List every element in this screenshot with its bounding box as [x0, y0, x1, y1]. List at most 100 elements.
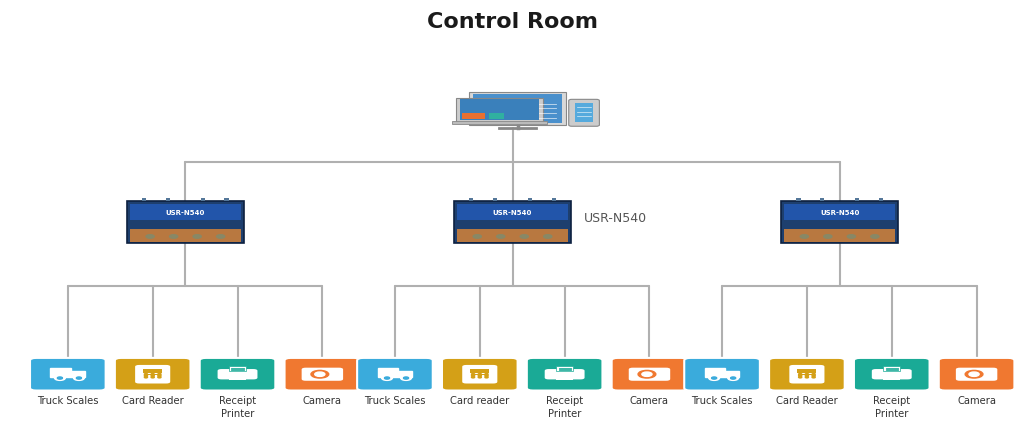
FancyBboxPatch shape: [229, 377, 246, 381]
FancyBboxPatch shape: [324, 368, 341, 373]
Circle shape: [798, 375, 802, 377]
Text: Camera: Camera: [630, 396, 669, 406]
FancyBboxPatch shape: [127, 201, 244, 243]
Circle shape: [151, 375, 154, 377]
Circle shape: [520, 235, 528, 238]
Circle shape: [404, 377, 409, 379]
Text: Camera: Camera: [302, 396, 342, 406]
FancyBboxPatch shape: [556, 377, 573, 381]
Circle shape: [731, 377, 736, 379]
FancyBboxPatch shape: [474, 95, 562, 123]
FancyBboxPatch shape: [789, 365, 824, 384]
FancyBboxPatch shape: [462, 365, 497, 384]
Circle shape: [169, 235, 177, 238]
FancyBboxPatch shape: [135, 365, 170, 384]
FancyBboxPatch shape: [956, 368, 997, 381]
Circle shape: [472, 375, 475, 377]
Circle shape: [401, 376, 411, 381]
Circle shape: [806, 373, 809, 375]
FancyBboxPatch shape: [115, 358, 191, 391]
Text: USR-N540: USR-N540: [493, 210, 532, 216]
Circle shape: [871, 235, 879, 238]
FancyBboxPatch shape: [551, 198, 556, 201]
Text: Camera: Camera: [957, 396, 996, 406]
FancyBboxPatch shape: [820, 198, 824, 201]
FancyBboxPatch shape: [454, 201, 571, 243]
Circle shape: [158, 377, 161, 378]
Circle shape: [479, 375, 482, 377]
Circle shape: [54, 376, 66, 381]
FancyBboxPatch shape: [798, 374, 815, 375]
Circle shape: [708, 376, 720, 381]
FancyBboxPatch shape: [472, 374, 488, 375]
FancyBboxPatch shape: [489, 113, 504, 119]
FancyBboxPatch shape: [883, 366, 900, 371]
FancyBboxPatch shape: [872, 369, 911, 380]
Polygon shape: [377, 368, 398, 377]
Text: Truck Scales: Truck Scales: [691, 396, 752, 406]
Circle shape: [485, 373, 488, 375]
FancyBboxPatch shape: [457, 229, 568, 242]
Circle shape: [824, 235, 832, 238]
FancyBboxPatch shape: [217, 369, 257, 380]
FancyBboxPatch shape: [784, 204, 895, 220]
FancyBboxPatch shape: [142, 198, 147, 201]
FancyBboxPatch shape: [544, 369, 584, 380]
Circle shape: [193, 235, 201, 238]
FancyBboxPatch shape: [612, 358, 688, 391]
Circle shape: [145, 373, 148, 375]
Circle shape: [472, 377, 475, 378]
FancyBboxPatch shape: [452, 120, 547, 123]
Circle shape: [57, 377, 63, 379]
Circle shape: [639, 370, 656, 378]
Circle shape: [806, 375, 809, 377]
Text: USR-N540: USR-N540: [820, 210, 859, 216]
Polygon shape: [50, 368, 71, 377]
FancyBboxPatch shape: [797, 369, 816, 373]
FancyBboxPatch shape: [457, 204, 568, 220]
Text: USR-N540: USR-N540: [583, 212, 647, 225]
Circle shape: [812, 373, 815, 375]
Circle shape: [728, 376, 739, 381]
Text: Card Reader: Card Reader: [776, 396, 837, 406]
Circle shape: [145, 377, 148, 378]
Circle shape: [485, 375, 488, 377]
FancyBboxPatch shape: [628, 368, 670, 381]
Circle shape: [798, 373, 802, 375]
FancyBboxPatch shape: [456, 98, 543, 122]
Circle shape: [158, 375, 161, 377]
Text: Receipt
Printer: Receipt Printer: [873, 396, 910, 419]
FancyBboxPatch shape: [470, 369, 489, 373]
FancyBboxPatch shape: [462, 113, 485, 119]
FancyBboxPatch shape: [200, 358, 276, 391]
Text: Card reader: Card reader: [450, 396, 509, 406]
FancyBboxPatch shape: [978, 368, 995, 373]
Circle shape: [381, 376, 393, 381]
FancyBboxPatch shape: [305, 368, 318, 373]
FancyBboxPatch shape: [878, 198, 883, 201]
Circle shape: [151, 377, 154, 378]
Circle shape: [969, 372, 979, 377]
FancyBboxPatch shape: [569, 99, 600, 126]
Circle shape: [485, 377, 488, 378]
Polygon shape: [71, 371, 85, 377]
Circle shape: [848, 235, 856, 238]
Circle shape: [216, 235, 224, 238]
Circle shape: [74, 376, 84, 381]
FancyBboxPatch shape: [493, 198, 497, 201]
FancyBboxPatch shape: [527, 358, 603, 391]
Text: Receipt
Printer: Receipt Printer: [546, 396, 583, 419]
Text: Control Room: Control Room: [427, 12, 598, 32]
Circle shape: [145, 375, 148, 377]
FancyBboxPatch shape: [460, 99, 539, 120]
FancyBboxPatch shape: [301, 368, 343, 381]
Circle shape: [711, 377, 716, 379]
FancyBboxPatch shape: [201, 198, 205, 201]
Circle shape: [472, 373, 475, 375]
FancyBboxPatch shape: [229, 366, 246, 371]
FancyBboxPatch shape: [796, 198, 801, 201]
FancyBboxPatch shape: [442, 358, 518, 391]
FancyBboxPatch shape: [469, 198, 474, 201]
FancyBboxPatch shape: [166, 198, 170, 201]
FancyBboxPatch shape: [144, 369, 162, 373]
